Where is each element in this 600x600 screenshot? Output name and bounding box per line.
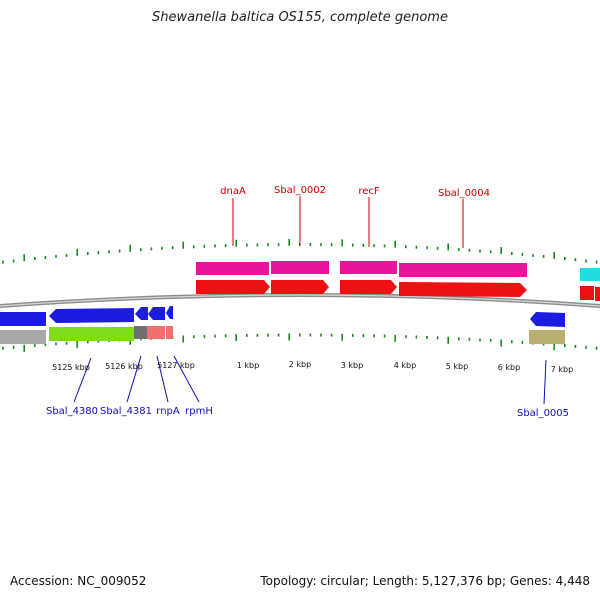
sbal0004-cds-arrow[interactable] (399, 282, 527, 297)
rnpA-gene-bar[interactable] (147, 326, 165, 339)
sbal4380-gene-bar[interactable] (49, 327, 134, 341)
map-title: Shewanella baltica OS155, complete genom… (152, 10, 448, 25)
sbal4380-cds-arrow[interactable] (49, 308, 134, 323)
sbal4381-label[interactable]: Sbal_4381 (100, 406, 152, 417)
rnpA-leader-line (156, 355, 169, 403)
rpmH-label[interactable]: rpmH (185, 406, 213, 417)
rnpA-cds-arrow[interactable] (148, 307, 165, 320)
recF-label[interactable]: recF (358, 186, 380, 197)
next-cds-bar-2[interactable] (595, 287, 600, 301)
sbal0005-label[interactable]: Sbal_0005 (517, 408, 569, 419)
scale-label-6kbp: 6 kbp (498, 363, 520, 372)
sbal0005-leader-line (543, 359, 547, 405)
dnaA-label[interactable]: dnaA (220, 186, 246, 197)
sbal0002-label[interactable]: Sbal_0002 (274, 185, 326, 196)
dnaA-gene-bar[interactable] (196, 262, 269, 275)
sbal4379-gene-bar[interactable] (0, 330, 46, 344)
scale-label-5126kbp: 5126 kbp (105, 362, 143, 371)
scale-label-5127kbp: 5127 kbp (157, 361, 195, 370)
scale-label-1kbp: 1 kbp (237, 361, 259, 370)
sbal4379-cds-bar[interactable] (0, 312, 46, 326)
rpmH-cds-arrow[interactable] (166, 306, 173, 319)
recF-gene-bar[interactable] (340, 261, 397, 274)
sbal4380-leader-line (73, 357, 92, 403)
sbal0004-gene-bar[interactable] (399, 263, 527, 277)
tick-marks-bottom (2, 333, 598, 352)
sbal4381-leader-line (126, 355, 142, 403)
sbal0004-label[interactable]: Sbal_0004 (438, 188, 490, 199)
rpmH-gene-bar[interactable] (166, 326, 173, 339)
scale-label-5125kbp: 5125 kbp (52, 363, 90, 372)
sbal0005-gene-bar[interactable] (529, 330, 565, 344)
scale-label-2kbp: 2 kbp (289, 360, 311, 369)
genome-backbone-highlight (0, 294, 600, 307)
next-cds-bar[interactable] (580, 286, 594, 300)
accession-text: Accession: NC_009052 (10, 574, 147, 588)
recF-cds-arrow[interactable] (340, 280, 397, 294)
sbal0005-cds-arrow[interactable] (530, 312, 565, 327)
scale-label-7kbp: 7 kbp (551, 365, 573, 374)
genome-summary-text: Topology: circular; Length: 5,127,376 bp… (260, 574, 590, 588)
rnpA-label[interactable]: rnpA (156, 406, 180, 417)
rpmH-leader-line (173, 355, 200, 403)
sbal0002-cds-arrow[interactable] (271, 280, 329, 294)
next-gene-bar[interactable] (580, 268, 600, 281)
tick-marks-top (2, 239, 598, 264)
sbal4380-label[interactable]: Sbal_4380 (46, 406, 98, 417)
sbal4381-cds-arrow[interactable] (135, 307, 148, 320)
scale-label-3kbp: 3 kbp (341, 361, 363, 370)
sbal0002-gene-bar[interactable] (271, 261, 329, 274)
scale-label-5kbp: 5 kbp (446, 362, 468, 371)
dnaA-cds-arrow[interactable] (196, 280, 270, 294)
sbal4381-gene-bar[interactable] (134, 326, 147, 339)
scale-label-4kbp: 4 kbp (394, 361, 416, 370)
